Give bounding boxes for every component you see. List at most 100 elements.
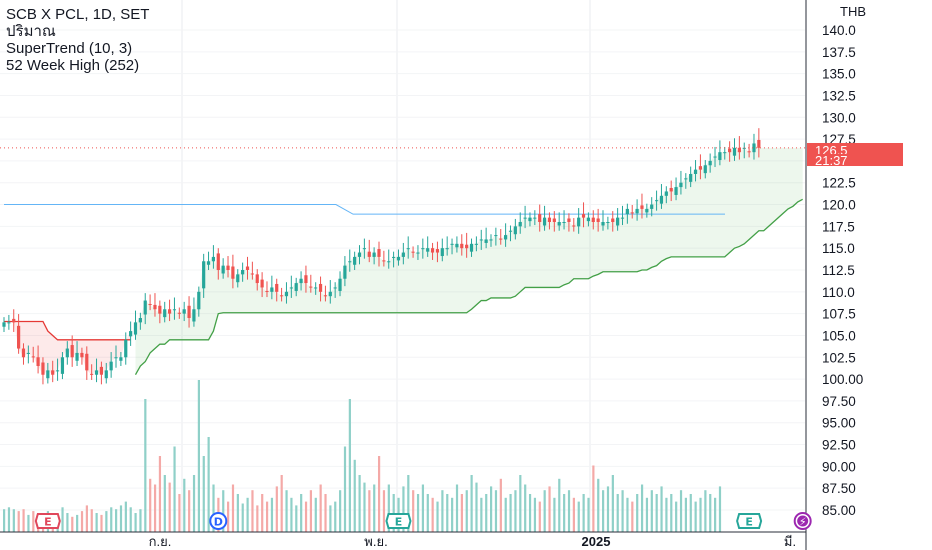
event-badge (385, 513, 412, 529)
price-tick-label: 100.00 (822, 372, 863, 387)
volume-bar (460, 494, 463, 532)
candle-body (124, 339, 128, 358)
event-marker-earnings-green[interactable]: E (385, 513, 412, 529)
time-axis-label: ก.ย. (149, 534, 172, 549)
volume-bar (207, 437, 210, 532)
volume-bar (324, 494, 327, 532)
candle-body (698, 166, 703, 170)
supertrend-down-line (4, 320, 131, 341)
event-badge (34, 513, 61, 529)
volume-bar (563, 494, 566, 532)
volume-bar (714, 497, 717, 532)
volume-bar (90, 509, 93, 532)
candle-body (382, 260, 386, 262)
price-tick-label: 130.0 (822, 110, 856, 125)
price-tick-label: 122.5 (822, 176, 856, 191)
volume-bar (431, 497, 434, 532)
candle-body (474, 243, 478, 245)
candle-body (440, 248, 444, 257)
volume-bar (222, 490, 225, 532)
candle-body (528, 217, 532, 222)
candle-body (484, 239, 488, 243)
volume-bar (76, 514, 79, 532)
volume-bar (314, 497, 317, 532)
volume-bar (533, 497, 537, 532)
candle-body (367, 251, 371, 257)
volume-bar (689, 494, 692, 532)
candle-body (426, 248, 430, 252)
volume-bar (402, 486, 405, 532)
candle-body (177, 312, 181, 314)
supertrend-label[interactable]: SuperTrend (10, 3) (6, 40, 133, 57)
candle-body (221, 265, 225, 274)
candle-body (85, 353, 89, 371)
volume-bar (256, 505, 259, 532)
volume-bar (7, 507, 11, 532)
candle-body (620, 217, 625, 219)
candle-body (182, 309, 186, 314)
candle-body (533, 217, 537, 219)
volume-bar (426, 494, 429, 532)
candle-body (606, 222, 610, 223)
volume-bar (197, 380, 200, 532)
candle-body (260, 279, 264, 288)
event-circle (209, 512, 228, 530)
volume-bar (538, 501, 541, 532)
volume-bar (115, 509, 118, 532)
candle-body (684, 178, 688, 180)
volume-bar (597, 478, 600, 532)
candle-body (153, 304, 157, 310)
event-label: E (395, 516, 403, 529)
candle-body (494, 235, 498, 237)
price-tick-label: 85.00 (822, 503, 856, 518)
candle-body (270, 287, 274, 292)
candle-body (80, 352, 84, 358)
candle-body (65, 348, 69, 358)
volume-bar (373, 484, 376, 532)
candle-body (31, 356, 35, 358)
volume-bar (202, 456, 205, 532)
volume-bar (368, 490, 371, 532)
volume-bar (309, 490, 313, 532)
chart-legend: SCB X PCL, 1D, SET ปริมาณ SuperTrend (10… (6, 6, 149, 74)
symbol-title[interactable]: SCB X PCL, 1D, SET (6, 6, 150, 23)
candle-body (703, 165, 707, 174)
volume-bar (353, 459, 356, 532)
volume-bar (655, 494, 658, 532)
event-marker-earnings-red[interactable]: E (34, 513, 61, 529)
candle-body (12, 318, 16, 323)
volume-bar (485, 494, 488, 532)
candle-body (51, 370, 55, 375)
price-tick-label: 95.00 (822, 416, 856, 431)
candle-body (406, 248, 410, 250)
time-axis-label: 2025 (582, 534, 611, 549)
price-tick-label: 135.0 (822, 67, 856, 82)
candle-body (645, 208, 649, 213)
candle-body (669, 187, 673, 192)
candle-body (630, 212, 634, 214)
event-marker-earnings-green[interactable]: E (736, 513, 763, 529)
volume-bar (670, 494, 673, 532)
candle-body (348, 261, 352, 263)
volume-label[interactable]: ปริมาณ (6, 23, 56, 40)
volume-bar (650, 490, 653, 532)
candle-body (158, 305, 162, 314)
volume-bar (178, 494, 181, 532)
high52-label[interactable]: 52 Week High (252) (6, 57, 140, 74)
candle-body (708, 160, 712, 166)
volume-bar (446, 494, 449, 532)
volume-bar (684, 497, 687, 532)
candle-body (757, 139, 761, 148)
volume-bar (124, 501, 127, 532)
supertrend-up-line (134, 198, 803, 376)
event-marker-dividend[interactable]: D (209, 512, 228, 530)
volume-bar (144, 399, 147, 532)
volume-bar (27, 514, 30, 532)
candle-body (640, 205, 644, 209)
price-tick-label: 105.0 (822, 328, 856, 343)
candle-body (586, 217, 590, 222)
volume-bar (85, 505, 88, 532)
volume-bar (329, 505, 332, 532)
event-marker-flash[interactable]: ⚡ (793, 512, 812, 530)
